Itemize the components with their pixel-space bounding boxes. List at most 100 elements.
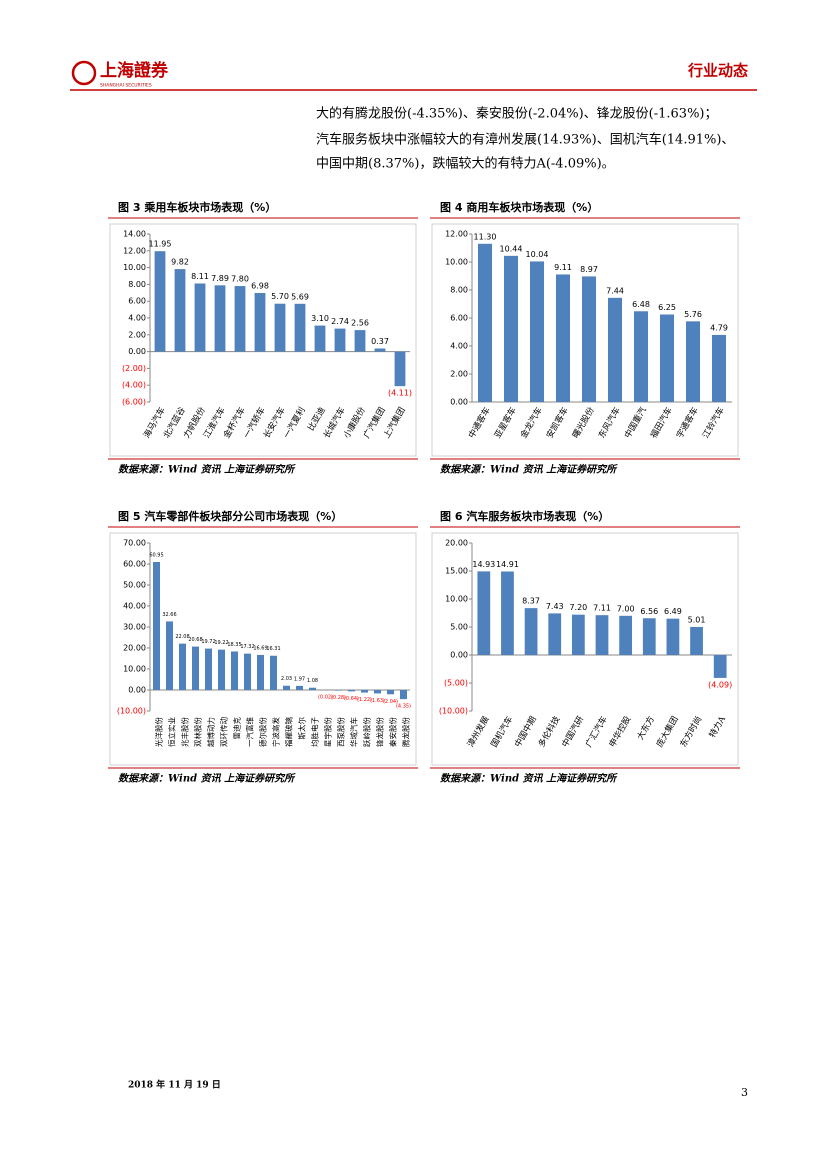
x-tick-label: 光洋股份 — [154, 717, 164, 747]
source: 数据来源：Wind 资讯 上海证券研究所 — [118, 464, 296, 476]
x-tick-label: 广汇汽车 — [583, 714, 610, 749]
y-tick-label: 10.00 — [123, 263, 146, 272]
value-label: 6.25 — [658, 303, 676, 312]
value-label: 11.30 — [474, 232, 497, 241]
bar — [308, 687, 317, 690]
bar — [274, 303, 286, 352]
value-label: 0.37 — [371, 337, 389, 346]
source: 数据来源：Wind 资讯 上海证券研究所 — [440, 773, 618, 785]
y-tick-label: (2.00) — [122, 364, 146, 373]
bar — [154, 251, 166, 352]
value-label: 6.98 — [251, 281, 269, 290]
x-tick-label: 均胜电子 — [310, 717, 320, 747]
x-tick-label: 恒立实业 — [167, 717, 177, 747]
value-label: 5.01 — [688, 615, 706, 624]
value-label: (4.09) — [708, 680, 732, 689]
x-tick-label: 东风汽车 — [596, 405, 623, 440]
y-tick-label: 0.00 — [128, 347, 146, 356]
value-label: 10.04 — [526, 250, 549, 259]
x-tick-label: 雷迪克 — [232, 717, 242, 740]
x-tick-label: 庞大集团 — [654, 714, 681, 749]
value-label: 7.44 — [606, 286, 624, 295]
section: 行业动态 — [687, 62, 748, 80]
value-label: (0.64) — [344, 696, 359, 702]
value-label: 5.76 — [684, 310, 702, 319]
x-tick-label: 中国汽研 — [560, 714, 587, 749]
value-label: 7.89 — [211, 274, 229, 283]
value-label: 60.95 — [149, 553, 163, 559]
plot-frame — [431, 223, 739, 457]
value-label: (4.11) — [388, 389, 412, 398]
x-tick-label: 双环传动 — [219, 717, 229, 747]
x-tick-label: 漳州发展 — [465, 714, 492, 749]
x-tick-label: 申华控股 — [607, 714, 634, 749]
value-label: 10.44 — [500, 244, 523, 253]
value-label: (1.22) — [357, 697, 372, 703]
x-tick-label: 宁波高发 — [271, 717, 281, 747]
bar — [524, 608, 538, 655]
bar — [165, 621, 174, 690]
bar — [529, 261, 545, 402]
plot-frame — [109, 223, 417, 457]
value-label: 32.66 — [162, 612, 176, 618]
x-tick-label: 国机汽车 — [489, 714, 516, 749]
x-tick-label: 中国重汽 — [622, 405, 649, 440]
x-tick-label: 中国中期 — [512, 714, 539, 749]
value-label: 20.68 — [188, 637, 202, 643]
value-label: 8.97 — [580, 265, 598, 274]
bar — [334, 328, 346, 352]
y-tick-label: 12.00 — [445, 230, 468, 239]
bar — [282, 685, 291, 690]
x-tick-label: 双林股份 — [193, 717, 203, 747]
y-tick-label: 30.00 — [123, 623, 146, 632]
bar — [191, 646, 200, 690]
bar — [256, 654, 265, 690]
value-label: (1.63) — [370, 698, 385, 704]
bar — [295, 685, 304, 690]
body-line: 大的有腾龙股份(-4.35%)、秦安股份(-2.04%)、锋龙股份(-1.63%… — [316, 106, 718, 122]
bar — [619, 615, 633, 655]
bar — [503, 255, 519, 402]
plot-frame — [431, 532, 739, 766]
bar — [555, 274, 571, 402]
y-tick-label: 60.00 — [123, 560, 146, 569]
value-label: 4.79 — [710, 323, 728, 332]
footer-date: 2018 年 11 月 19 日 — [128, 1079, 221, 1091]
y-tick-label: (10.00) — [439, 707, 468, 716]
x-tick-label: 兆丰股份 — [180, 717, 190, 747]
y-tick-label: 6.00 — [128, 297, 146, 306]
body-line: 汽车服务板块中涨幅较大的有漳州发展(14.93%)、国机汽车(14.91%)、 — [316, 132, 734, 148]
x-tick-label: 中通客车 — [466, 405, 493, 440]
body-line: 中国中期(8.37%)，跌幅较大的有特力A(-4.09%)。 — [316, 156, 615, 172]
value-label: 7.80 — [231, 275, 249, 284]
value-label: 1.08 — [307, 678, 318, 684]
bar — [360, 690, 369, 693]
bar — [243, 653, 252, 690]
bar — [711, 334, 727, 402]
x-tick-label: 星宇股份 — [323, 717, 333, 747]
y-tick-label: 20.00 — [123, 644, 146, 653]
bar — [254, 292, 266, 352]
logo-mark — [71, 60, 97, 86]
bar — [230, 651, 239, 690]
x-tick-label: 跃岭股份 — [362, 717, 372, 747]
bar — [595, 615, 609, 655]
value-label: 19.22 — [214, 640, 228, 646]
value-label: (2.04) — [383, 699, 398, 705]
y-tick-label: 50.00 — [123, 581, 146, 590]
value-label: 16.69 — [253, 645, 267, 651]
y-tick-label: 8.00 — [450, 286, 468, 295]
y-tick-label: 6.00 — [450, 314, 468, 323]
x-tick-label: 腾龙股份 — [401, 717, 411, 747]
x-tick-label: 德尔股份 — [258, 717, 268, 747]
chart-title: 图 3 乘用车板块市场表现（%） — [118, 200, 276, 214]
y-tick-label: (5.00) — [444, 679, 468, 688]
bar — [477, 243, 493, 402]
x-tick-label: 亚星客车 — [492, 405, 519, 440]
x-tick-label: 斯太尔 — [297, 717, 307, 740]
x-tick-label: 宇通客车 — [674, 405, 701, 440]
y-tick-label: (4.00) — [122, 381, 146, 390]
value-label: 6.48 — [632, 300, 650, 309]
